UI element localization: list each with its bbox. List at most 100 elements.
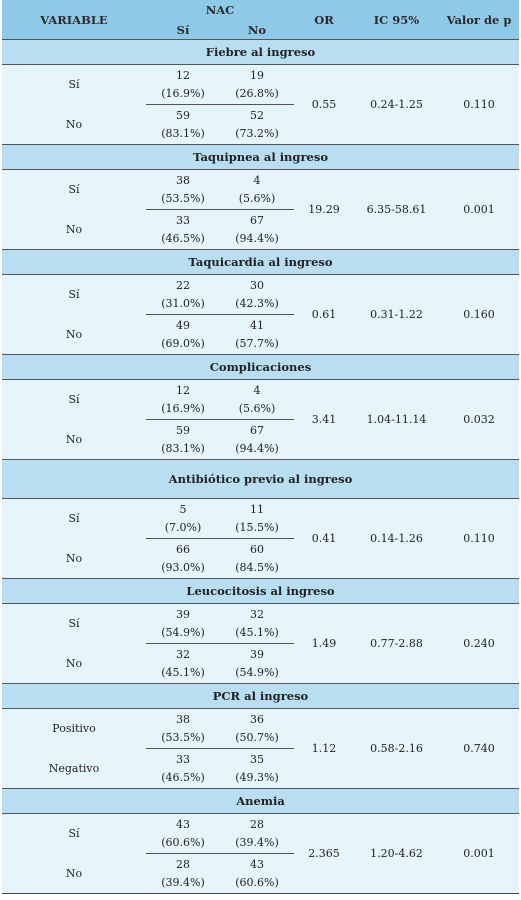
nac-si-cell: 12 (16.9%) [146,379,220,420]
percent-value: (54.9%) [235,666,279,679]
category-row: Antibiótico previo al ingreso [2,459,519,499]
count-value: 11 [250,503,264,516]
category-title: Taquipnea al ingreso [2,144,519,170]
count-value: 60 [250,543,264,556]
percent-value: (50.7%) [235,731,279,744]
header-nac-no: No [220,20,294,40]
percent-value: (39.4%) [161,876,205,889]
nac-si-cell: 28 (39.4%) [146,853,220,894]
row-label: No [2,314,146,355]
p-value: 0.240 [439,603,519,684]
row-label: No [2,853,146,894]
nac-no-cell: 67 (94.4%) [220,209,294,250]
or-value: 1.49 [294,603,354,684]
p-value: 0.160 [439,274,519,355]
count-value: 12 [176,384,190,397]
category-row: Taquipnea al ingreso [2,144,519,170]
category-title: Leucocitosis al ingreso [2,578,519,604]
table-row: No 66 (93.0%) 60 (84.5%) [2,538,519,579]
count-value: 33 [176,753,190,766]
percent-value: (73.2%) [235,127,279,140]
percent-value: (45.1%) [235,626,279,639]
count-value: 12 [176,69,190,82]
nac-si-cell: 59 (83.1%) [146,419,220,460]
or-value: 1.12 [294,708,354,789]
nac-si-cell: 22 (31.0%) [146,274,220,315]
row-label: No [2,419,146,460]
nac-si-cell: 12 (16.9%) [146,64,220,105]
row-label: Sí [2,64,146,105]
count-value: 39 [176,608,190,621]
table-row: No 33 (46.5%) 67 (94.4%) [2,209,519,250]
ic-value: 0.31-1.22 [354,274,439,355]
count-value: 59 [176,109,190,122]
table-row: Positivo 38 (53.5%) 36 (50.7%) 1.12 0.58-2.16 0… [2,708,519,789]
nac-no-cell: 28 (39.4%) [220,813,294,854]
header-or: OR [294,0,354,40]
percent-value: (42.3%) [235,297,279,310]
category-row: Complicaciones [2,354,519,380]
row-label: Sí [2,603,146,644]
nac-si-cell: 66 (93.0%) [146,538,220,579]
percent-value: (49.3%) [235,771,279,784]
percent-value: (57.7%) [235,337,279,350]
percent-value: (53.5%) [161,192,205,205]
or-value: 2.365 [294,813,354,894]
table-row: Sí 39 (54.9%) 32 (45.1%) 1.49 0.77-2.88 0.240 [2,603,519,684]
percent-value: (46.5%) [161,232,205,245]
nac-no-cell: 43 (60.6%) [220,853,294,894]
table-row: Sí 22 (31.0%) 30 (42.3%) 0.61 0.31-1.22 0.160 [2,274,519,355]
nac-no-cell: 32 (45.1%) [220,603,294,644]
table-row: No 59 (83.1%) 67 (94.4%) [2,419,519,460]
or-value: 0.55 [294,64,354,145]
count-value: 36 [250,713,264,726]
ic-value: 0.58-2.16 [354,708,439,789]
percent-value: (16.9%) [161,87,205,100]
percent-value: (94.4%) [235,442,279,455]
row-label: No [2,209,146,250]
percent-value: (31.0%) [161,297,205,310]
or-value: 0.41 [294,498,354,579]
percent-value: (94.4%) [235,232,279,245]
nac-si-cell: 59 (83.1%) [146,104,220,145]
count-value: 32 [250,608,264,621]
header-nac-si: Sí [146,20,220,40]
percent-value: (39.4%) [235,836,279,849]
category-title: Complicaciones [2,354,519,380]
nac-no-cell: 39 (54.9%) [220,643,294,684]
category-title: Antibiótico previo al ingreso [2,459,519,499]
category-row: Leucocitosis al ingreso [2,578,519,604]
nac-si-cell: 38 (53.5%) [146,708,220,749]
count-value: 49 [176,319,190,332]
ic-value: 0.77-2.88 [354,603,439,684]
or-value: 19.29 [294,169,354,250]
percent-value: (83.1%) [161,127,205,140]
row-label: No [2,643,146,684]
nac-no-cell: 30 (42.3%) [220,274,294,315]
table-row: Sí 43 (60.6%) 28 (39.4%) 2.365 1.20-4.62 0.001 [2,813,519,894]
or-value: 0.61 [294,274,354,355]
count-value: 32 [176,648,190,661]
nac-si-cell: 33 (46.5%) [146,209,220,250]
p-value: 0.001 [439,169,519,250]
count-value: 28 [250,818,264,831]
header-nac: NAC [146,0,294,20]
p-value: 0.110 [439,498,519,579]
percent-value: (5.6%) [238,402,276,415]
row-label: Sí [2,813,146,854]
count-value: 19 [250,69,264,82]
nac-no-cell: 11 (15.5%) [220,498,294,539]
nac-no-cell: 60 (84.5%) [220,538,294,579]
table-body: Fiebre al ingreso Sí 12 (16.9%) 19 (26.8%) 0.5… [2,39,519,894]
header-ic: IC 95% [354,0,439,40]
row-label: No [2,538,146,579]
table-row: Sí 5 (7.0%) 11 (15.5%) 0.41 0.14-1.26 0.110 [2,498,519,579]
count-value: 22 [176,279,190,292]
nac-si-cell: 33 (46.5%) [146,748,220,789]
percent-value: (69.0%) [161,337,205,350]
nac-si-cell: 43 (60.6%) [146,813,220,854]
count-value: 38 [176,174,190,187]
nac-no-cell: 41 (57.7%) [220,314,294,355]
table-row: No 59 (83.1%) 52 (73.2%) [2,104,519,145]
